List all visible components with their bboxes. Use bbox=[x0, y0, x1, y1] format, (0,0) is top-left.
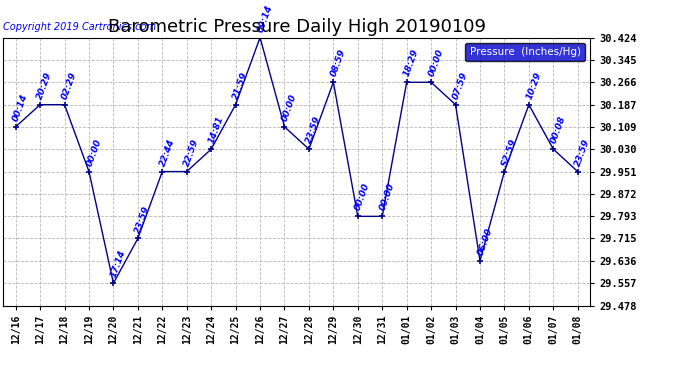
Text: 08:59: 08:59 bbox=[329, 48, 347, 78]
Text: 00:00: 00:00 bbox=[280, 93, 299, 123]
Text: 00:14: 00:14 bbox=[11, 93, 30, 123]
Text: 22:44: 22:44 bbox=[158, 137, 176, 167]
Text: 10:29: 10:29 bbox=[524, 70, 543, 100]
Text: 00:00: 00:00 bbox=[353, 182, 372, 212]
Text: 07:59: 07:59 bbox=[451, 70, 469, 100]
Text: Copyright 2019 Cartronics.com: Copyright 2019 Cartronics.com bbox=[3, 22, 157, 32]
Text: 00:00: 00:00 bbox=[85, 137, 103, 167]
Legend: Pressure  (Inches/Hg): Pressure (Inches/Hg) bbox=[466, 43, 584, 61]
Text: 20:29: 20:29 bbox=[36, 70, 54, 100]
Text: 02:29: 02:29 bbox=[60, 70, 79, 100]
Text: 22:59: 22:59 bbox=[182, 137, 201, 167]
Text: 06:00: 06:00 bbox=[475, 227, 494, 256]
Text: 00:08: 00:08 bbox=[549, 115, 567, 145]
Text: 23:59: 23:59 bbox=[304, 115, 323, 145]
Text: 21:59: 21:59 bbox=[231, 70, 250, 100]
Text: 17:14: 17:14 bbox=[109, 249, 128, 279]
Text: 14:81: 14:81 bbox=[207, 115, 225, 145]
Text: S2:59: S2:59 bbox=[500, 137, 518, 167]
Text: 00:00: 00:00 bbox=[378, 182, 396, 212]
Text: 09:14: 09:14 bbox=[256, 3, 274, 33]
Text: 23:59: 23:59 bbox=[134, 204, 152, 234]
Text: 18:29: 18:29 bbox=[402, 48, 421, 78]
Title: Barometric Pressure Daily High 20190109: Barometric Pressure Daily High 20190109 bbox=[108, 18, 486, 36]
Text: 00:00: 00:00 bbox=[427, 48, 445, 78]
Text: 23:59: 23:59 bbox=[573, 137, 592, 167]
